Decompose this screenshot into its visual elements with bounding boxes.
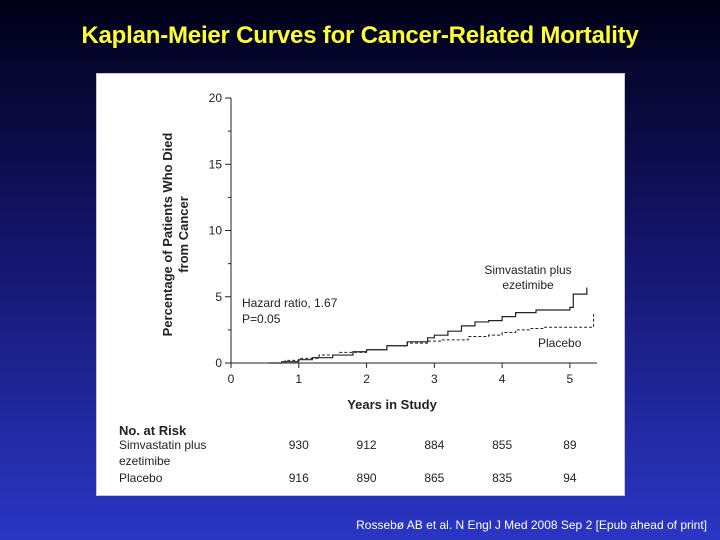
km-chart: 0 5 10 15 20 0 1 2 3 4 5 Years in Study Percentage o… <box>119 91 597 485</box>
series-line-placebo <box>264 313 595 364</box>
y-axis-label: Percentage of Patients Who Died <box>160 133 175 337</box>
risk-row-label: Placebo <box>119 471 163 485</box>
risk-row-label: ezetimibe <box>119 454 171 468</box>
citation: Rossebø AB et al. N Engl J Med 2008 Sep … <box>356 518 707 532</box>
risk-table-value: 865 <box>424 471 444 485</box>
x-tick-label: 4 <box>499 372 506 386</box>
risk-table-value: 930 <box>289 438 309 452</box>
risk-table-header: No. at Risk <box>119 423 187 438</box>
series-line-simvastatin-ezetimibe <box>268 287 588 364</box>
x-tick-label: 3 <box>431 372 438 386</box>
series-label-placebo: Placebo <box>538 336 582 350</box>
risk-table-value: 916 <box>289 471 309 485</box>
risk-table-value: 89 <box>563 438 577 452</box>
x-tick-label: 0 <box>228 372 235 386</box>
risk-table-value: 912 <box>357 438 377 452</box>
risk-table-value: 884 <box>424 438 444 452</box>
km-figure: 0 5 10 15 20 0 1 2 3 4 5 Years in Study Percentage o… <box>96 73 625 496</box>
y-tick-label: 20 <box>209 91 223 105</box>
risk-table-value: 890 <box>357 471 377 485</box>
y-tick-label: 10 <box>209 224 223 238</box>
y-axis-label: from Cancer <box>176 196 191 273</box>
x-tick-label: 5 <box>567 372 574 386</box>
y-tick-label: 5 <box>215 290 222 304</box>
risk-table-value: 855 <box>492 438 512 452</box>
hazard-ratio-label: Hazard ratio, 1.67 <box>242 296 338 310</box>
x-tick-label: 1 <box>295 372 302 386</box>
risk-table-value: 835 <box>492 471 512 485</box>
series-label-simvastatin: Simvastatin plus <box>484 263 571 277</box>
x-tick-label: 2 <box>363 372 370 386</box>
y-tick-label: 15 <box>209 157 223 171</box>
p-value-label: P=0.05 <box>242 312 281 326</box>
series-label-simvastatin: ezetimibe <box>502 278 554 292</box>
y-tick-label: 0 <box>215 356 222 370</box>
x-axis-label: Years in Study <box>347 397 437 412</box>
risk-table-value: 94 <box>563 471 577 485</box>
slide-title: Kaplan-Meier Curves for Cancer-Related M… <box>81 22 639 49</box>
risk-row-label: Simvastatin plus <box>119 438 206 452</box>
